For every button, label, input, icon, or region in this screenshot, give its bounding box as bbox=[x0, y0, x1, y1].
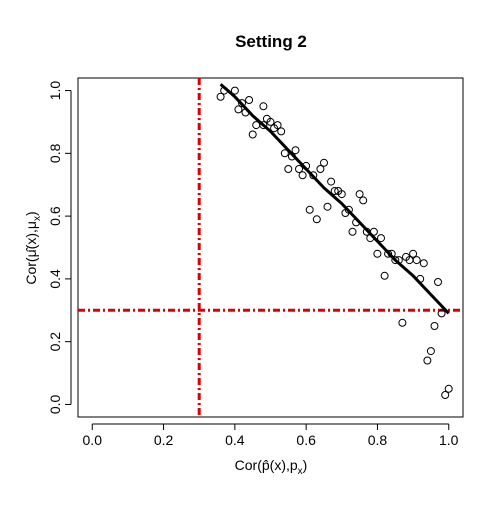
data-point bbox=[241, 108, 250, 117]
chart-title: Setting 2 bbox=[235, 32, 307, 51]
y-tick-label: 0.6 bbox=[47, 206, 63, 226]
data-point bbox=[437, 309, 446, 318]
data-point bbox=[320, 158, 328, 167]
y-tick-label: 0.2 bbox=[47, 332, 63, 352]
data-point bbox=[259, 102, 268, 111]
x-tick-label: 1.0 bbox=[439, 432, 459, 448]
data-point bbox=[419, 259, 428, 268]
data-point bbox=[369, 227, 378, 236]
data-point bbox=[284, 165, 293, 173]
plot-frame bbox=[77, 77, 464, 418]
data-point bbox=[216, 92, 225, 101]
data-point bbox=[259, 121, 268, 130]
x-tick-label: 0.2 bbox=[154, 432, 174, 448]
data-points bbox=[216, 86, 453, 399]
data-point bbox=[234, 105, 243, 114]
data-point bbox=[312, 215, 321, 224]
fit-line bbox=[219, 83, 450, 315]
data-point bbox=[330, 187, 339, 195]
data-point bbox=[230, 86, 239, 95]
data-point bbox=[355, 190, 364, 199]
data-point bbox=[238, 99, 246, 108]
data-point bbox=[287, 152, 296, 161]
data-point bbox=[302, 161, 311, 170]
data-point bbox=[305, 205, 314, 214]
data-point bbox=[416, 274, 425, 283]
data-point bbox=[245, 96, 254, 104]
data-point bbox=[295, 165, 303, 173]
data-point bbox=[391, 256, 400, 265]
data-point bbox=[280, 149, 289, 158]
y-axis-label-main: Cor(μ̂(x),μ bbox=[23, 221, 39, 285]
data-point bbox=[344, 205, 353, 214]
data-point bbox=[323, 202, 332, 211]
data-point bbox=[441, 391, 450, 399]
data-point bbox=[384, 249, 393, 258]
x-axis-label-main: Cor(p̂(x),p bbox=[235, 457, 298, 473]
x-axis-label-close: ) bbox=[303, 457, 308, 473]
data-point bbox=[277, 127, 286, 136]
data-point bbox=[412, 256, 421, 265]
data-point bbox=[316, 165, 325, 173]
data-point bbox=[387, 249, 396, 258]
y-tick-label: 0.8 bbox=[47, 143, 63, 163]
x-axis: 0.0 0.2 0.4 0.6 0.8 1.0 bbox=[83, 423, 459, 448]
x-axis-label-sub: x bbox=[298, 466, 303, 477]
data-point bbox=[366, 234, 375, 243]
data-point bbox=[327, 177, 336, 186]
data-point bbox=[248, 130, 257, 139]
y-tick-label: 1.0 bbox=[47, 81, 63, 101]
fit-line-group bbox=[219, 83, 450, 315]
data-point bbox=[252, 121, 261, 130]
y-axis-label-close: ) bbox=[23, 211, 39, 216]
x-tick-label: 0.6 bbox=[296, 432, 316, 448]
data-point bbox=[298, 171, 307, 180]
data-point bbox=[398, 318, 407, 327]
data-point bbox=[434, 278, 442, 286]
data-point bbox=[348, 227, 357, 236]
data-point bbox=[394, 256, 403, 265]
data-point bbox=[423, 356, 432, 365]
data-point bbox=[380, 271, 389, 280]
y-tick-label: 0.4 bbox=[47, 269, 63, 289]
data-point bbox=[426, 347, 435, 356]
data-point bbox=[291, 146, 300, 155]
data-point bbox=[220, 86, 229, 95]
data-point bbox=[359, 196, 368, 205]
data-point bbox=[266, 117, 275, 126]
y-tick-label: 0.0 bbox=[47, 395, 63, 415]
data-point bbox=[337, 190, 346, 199]
data-point bbox=[309, 171, 318, 180]
data-point bbox=[273, 121, 282, 130]
reference-lines bbox=[78, 78, 463, 417]
x-tick-label: 0.0 bbox=[83, 432, 103, 448]
x-axis-label: Cor(p̂(x),px) bbox=[235, 457, 308, 477]
data-point bbox=[409, 249, 418, 258]
data-point bbox=[373, 249, 382, 258]
y-axis: 0.0 0.2 0.4 0.6 0.8 1.0 bbox=[47, 81, 72, 415]
y-axis-label-sub: x bbox=[32, 216, 43, 221]
y-axis-label: Cor(μ̂(x),μx) bbox=[23, 211, 43, 284]
x-tick-label: 0.8 bbox=[368, 432, 388, 448]
data-point bbox=[444, 384, 453, 393]
data-point bbox=[352, 218, 361, 227]
x-tick-label: 0.4 bbox=[225, 432, 245, 448]
data-point bbox=[377, 234, 385, 243]
data-point bbox=[430, 322, 439, 330]
